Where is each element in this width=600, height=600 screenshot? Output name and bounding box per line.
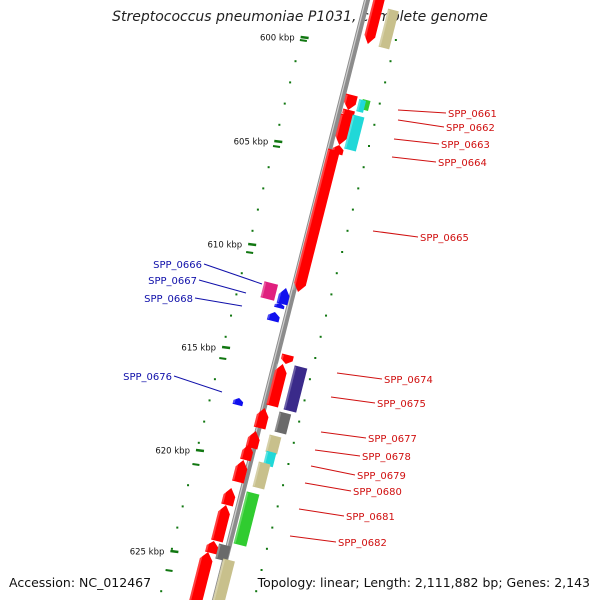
gene-feature bbox=[378, 8, 399, 50]
gene-label-spp-0681: SPP_0681 bbox=[346, 512, 395, 523]
label-leader-line bbox=[397, 109, 447, 114]
ruler-major-tick bbox=[221, 345, 231, 350]
ruler-major-tick bbox=[195, 448, 205, 453]
gene-label-spp-0674: SPP_0674 bbox=[384, 375, 433, 386]
label-leader-line bbox=[310, 465, 356, 476]
gene-label-spp-0675: SPP_0675 bbox=[377, 399, 426, 410]
gene-label-spp-0677: SPP_0677 bbox=[368, 434, 417, 445]
ruler-major-tick bbox=[274, 139, 283, 144]
gene-spp-0677b bbox=[274, 411, 292, 435]
label-leader-line bbox=[289, 535, 337, 543]
gene-spp-0667 bbox=[276, 287, 290, 306]
gene-spp-0682 bbox=[205, 540, 219, 555]
label-leader-line bbox=[203, 263, 263, 285]
gene-spp-0674 bbox=[266, 363, 287, 408]
ruler-tick bbox=[165, 569, 173, 572]
gene-feature bbox=[362, 0, 386, 45]
label-leader-line bbox=[397, 119, 445, 128]
gene-spp-0666 bbox=[260, 281, 279, 301]
ruler-label: 620 kbp bbox=[155, 447, 190, 457]
gene-label-spp-0661: SPP_0661 bbox=[448, 109, 497, 120]
gene-spp-0679b bbox=[232, 459, 248, 484]
gene-spp-0668 bbox=[274, 302, 285, 310]
gene-label-spp-0676: SPP_0676 bbox=[123, 372, 172, 383]
gene-spp-0675 bbox=[283, 365, 308, 413]
ruler-tick bbox=[299, 39, 308, 42]
gene-label-spp-0662: SPP_0662 bbox=[446, 123, 495, 134]
genome-summary-label: Topology: linear; Length: 2,111,882 bp; … bbox=[257, 575, 590, 590]
ruler-label: 615 kbp bbox=[181, 344, 216, 354]
ruler-label: 600 kbp bbox=[260, 34, 295, 44]
gene-spp-0680b bbox=[221, 487, 236, 507]
gene-spp-0665 bbox=[292, 148, 340, 292]
gene-spp-0680 bbox=[252, 461, 271, 490]
genome-backbone bbox=[211, 0, 371, 600]
ruler-major-tick bbox=[300, 35, 309, 40]
gene-spp-0681 bbox=[233, 491, 260, 547]
gene-spp-0682b bbox=[215, 543, 231, 562]
label-leader-line bbox=[391, 156, 437, 163]
gene-spp-0668b bbox=[266, 311, 280, 323]
label-leader-line bbox=[298, 508, 345, 517]
label-leader-line bbox=[314, 449, 361, 457]
gene-label-spp-0664: SPP_0664 bbox=[438, 158, 487, 169]
ruler-tick bbox=[272, 145, 281, 148]
ruler-label: 610 kbp bbox=[208, 241, 243, 251]
gene-spp-0678 bbox=[265, 434, 282, 455]
label-leader-line bbox=[372, 230, 419, 238]
ruler-label: 625 kbp bbox=[130, 548, 165, 558]
gene-feature bbox=[356, 99, 367, 113]
label-leader-line bbox=[194, 297, 243, 307]
accession-label: Accession: NC_012467 bbox=[9, 575, 152, 590]
ruler-major-tick bbox=[248, 242, 257, 247]
gene-spp-0676 bbox=[232, 397, 244, 407]
gene-label-spp-0680: SPP_0680 bbox=[353, 487, 402, 498]
gene-spp-0674-head bbox=[280, 353, 294, 365]
ruler-major-tick bbox=[170, 549, 179, 554]
genome-backbone-highlight bbox=[212, 0, 367, 600]
gene-label-spp-0667: SPP_0667 bbox=[148, 276, 197, 287]
gene-spp-0679 bbox=[263, 450, 277, 468]
ruler-tick bbox=[192, 463, 200, 466]
gene-spp-0661 bbox=[342, 93, 358, 111]
label-leader-line bbox=[304, 482, 352, 492]
gene-label-spp-0682: SPP_0682 bbox=[338, 538, 387, 549]
label-leader-line bbox=[320, 431, 367, 439]
label-leader-line bbox=[336, 372, 383, 380]
gene-spp-0678b bbox=[240, 443, 253, 462]
gene-spp-0663-cyan bbox=[344, 114, 365, 152]
gene-feature bbox=[210, 558, 235, 600]
label-leader-line bbox=[198, 279, 247, 294]
label-leader-line bbox=[393, 138, 440, 145]
gene-label-spp-0678: SPP_0678 bbox=[362, 452, 411, 463]
gene-label-spp-0668: SPP_0668 bbox=[144, 294, 193, 305]
label-leader-line bbox=[330, 396, 376, 404]
ruler-label: 605 kbp bbox=[234, 138, 269, 148]
ruler-tick bbox=[246, 251, 254, 254]
gene-spp-0663 bbox=[333, 113, 353, 146]
gene-label-spp-0666: SPP_0666 bbox=[153, 260, 202, 271]
ruler-tick bbox=[219, 357, 227, 360]
gene-feature bbox=[187, 551, 213, 600]
gene-label-spp-0663: SPP_0663 bbox=[441, 140, 490, 151]
label-leader-line bbox=[173, 375, 223, 393]
gene-label-spp-0665: SPP_0665 bbox=[420, 233, 469, 244]
gene-spp-0675b bbox=[253, 407, 269, 430]
gene-spp-0681b bbox=[211, 504, 230, 543]
gene-label-spp-0679: SPP_0679 bbox=[357, 471, 406, 482]
